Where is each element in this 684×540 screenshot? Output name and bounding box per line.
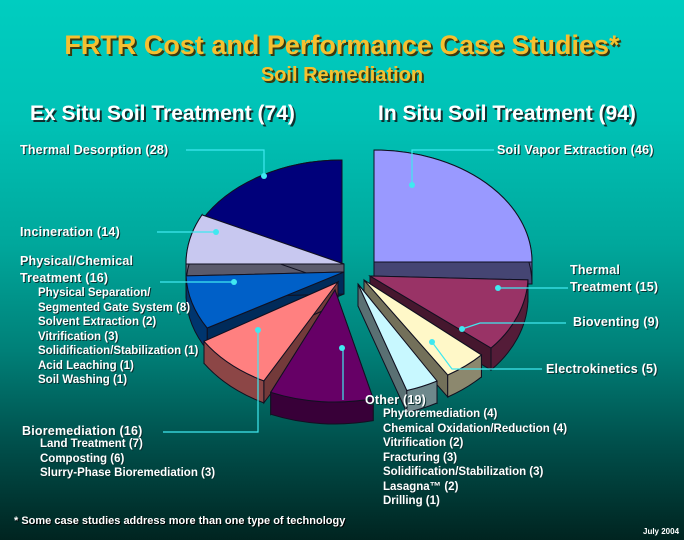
list-item: Solvent Extraction (2) bbox=[38, 316, 157, 328]
label-physchem-2: Treatment (16) bbox=[20, 271, 109, 285]
ex-situ-heading: Ex Situ Soil Treatment (74) bbox=[30, 102, 295, 125]
physchem-breakdown: Physical Separation/ Segmented Gate Syst… bbox=[38, 286, 198, 388]
list-item: Composting (6) bbox=[40, 452, 125, 465]
list-item: Acid Leaching (1) bbox=[38, 359, 134, 372]
list-item: Drilling (1) bbox=[383, 495, 440, 507]
leader-dots bbox=[213, 173, 501, 351]
list-item: Phytoremediation (4) bbox=[383, 408, 498, 420]
pie-slice-other bbox=[269, 288, 374, 425]
pie-slice-electrokinetics bbox=[357, 282, 438, 414]
list-item: Solidification/Stabilization (3) bbox=[383, 466, 544, 478]
other-breakdown: Phytoremediation (4) Chemical Oxidation/… bbox=[383, 407, 567, 509]
list-item: Lasagna™ (2) bbox=[383, 480, 459, 493]
in-situ-heading: In Situ Soil Treatment (94) bbox=[378, 102, 636, 125]
list-item: Slurry-Phase Bioremediation (3) bbox=[40, 467, 216, 479]
list-item: Vitrification (2) bbox=[383, 437, 464, 449]
bioremediation-breakdown: Land Treatment (7) Composting (6) Slurry… bbox=[40, 437, 215, 481]
label-electrokinetics: Electrokinetics (5) bbox=[546, 362, 658, 376]
list-item: Vitrification (3) bbox=[38, 330, 119, 343]
label-bioremediation: Bioremediation (16) bbox=[22, 424, 143, 438]
footnote: * Some case studies address more than on… bbox=[14, 515, 346, 527]
label-physchem-1: Physical/Chemical bbox=[20, 254, 134, 268]
page-subtitle: Soil Remediation bbox=[260, 64, 424, 86]
list-item: Land Treatment (7) bbox=[40, 438, 143, 450]
list-item: Physical Separation/ bbox=[38, 287, 151, 299]
pie-slice-sve bbox=[373, 149, 533, 285]
label-thermal-desorption: Thermal Desorption (28) bbox=[20, 143, 169, 157]
list-item: Chemical Oxidation/Reduction (4) bbox=[383, 422, 568, 435]
page-title: FRTR Cost and Performance Case Studies* bbox=[64, 30, 620, 60]
label-other: Other (19) bbox=[365, 393, 427, 407]
label-sve: Soil Vapor Extraction (46) bbox=[497, 143, 654, 157]
list-item: Soil Washing (1) bbox=[38, 374, 128, 386]
list-item: Fracturing (3) bbox=[383, 451, 458, 464]
pie-slices bbox=[185, 149, 533, 425]
label-bioventing: Bioventing (9) bbox=[573, 315, 660, 329]
list-item: Solidification/Stabilization (1) bbox=[38, 345, 199, 357]
label-thermal-treatment-2: Treatment (15) bbox=[570, 280, 659, 294]
leader-lines bbox=[157, 149, 568, 433]
pie-slice-bioremediation bbox=[203, 280, 340, 405]
date-stamp: July 2004 bbox=[643, 527, 680, 536]
label-thermal-treatment-1: Thermal bbox=[570, 263, 621, 277]
label-incineration: Incineration (14) bbox=[20, 225, 120, 239]
list-item: Segmented Gate System (8) bbox=[38, 301, 191, 314]
